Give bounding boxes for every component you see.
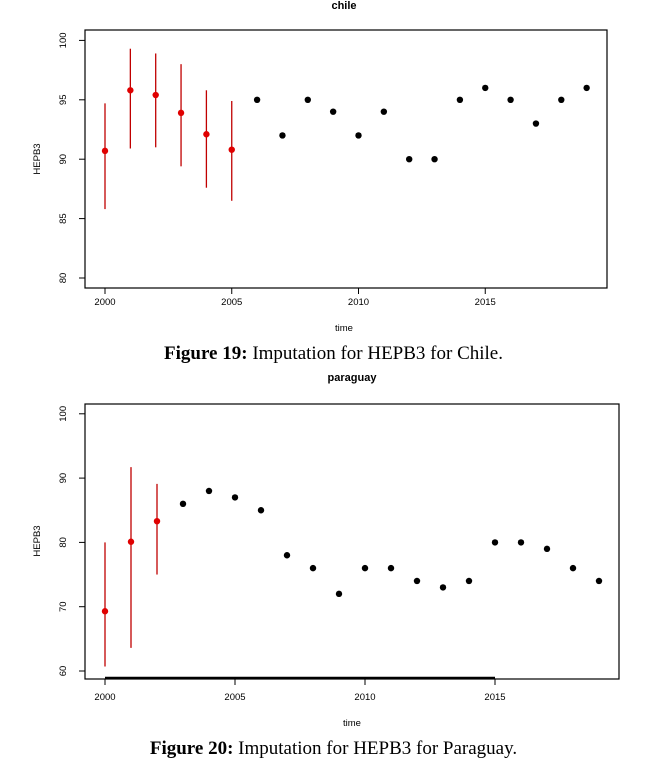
y-tick-label: 90 [58, 154, 69, 165]
x-axis-label: time [343, 718, 361, 729]
y-tick-label: 80 [58, 273, 69, 284]
x-tick-label: 2015 [475, 297, 496, 308]
x-axis-label: time [335, 323, 353, 334]
observed-point [517, 539, 525, 546]
observed-point [543, 545, 551, 553]
y-tick-label: 90 [58, 473, 69, 484]
observed-point [413, 577, 421, 585]
imputed-point [127, 87, 134, 94]
observed-point [179, 500, 187, 508]
observed-point [482, 84, 489, 92]
figure-caption-19: Figure 19: Imputation for HEPB3 for Chil… [0, 343, 667, 365]
observed-point [231, 494, 239, 501]
chart-title: paraguay [328, 372, 378, 384]
x-tick-label: 2000 [94, 692, 115, 703]
plot-frame [84, 29, 608, 289]
y-tick-label: 100 [58, 32, 69, 48]
x-tick-label: 2000 [94, 297, 115, 308]
observed-point [387, 564, 395, 572]
caption-label: Figure 20: [149, 738, 234, 759]
observed-point [569, 564, 577, 572]
observed-point [361, 564, 369, 572]
chart-paraguay: paraguay time HEPB3 2000 2005 2010 2015 60 70… [32, 372, 620, 729]
observed-point [406, 156, 413, 163]
x-tick-label: 2015 [484, 692, 505, 703]
observed-point [253, 96, 261, 104]
observed-point [309, 564, 317, 572]
observed-point [465, 577, 473, 585]
observed-point [431, 156, 438, 163]
caption-text: Imputation for HEPB3 for Chile. [247, 343, 503, 364]
observed-point [595, 577, 603, 585]
y-tick-label: 70 [58, 601, 69, 612]
plot-frame [84, 403, 620, 680]
imputed-point [101, 608, 109, 615]
observed-point [257, 507, 265, 514]
observed-point [380, 108, 388, 115]
y-tick-label: 95 [58, 95, 69, 106]
chart-title: chile [331, 0, 356, 12]
figure-caption-20: Figure 20: Imputation for HEPB3 for Para… [0, 738, 667, 760]
observed-point [532, 120, 540, 127]
x-tick-label: 2005 [221, 297, 242, 308]
observed-point [491, 539, 499, 546]
observed-point [456, 96, 464, 104]
imputed-point [127, 538, 135, 545]
observed-point [583, 84, 590, 92]
caption-text: Imputation for HEPB3 for Paraguay. [233, 738, 518, 759]
observed-point [558, 96, 565, 104]
y-tick-label: 100 [58, 406, 69, 422]
chart-chile: chile time HEPB3 2000 2005 2010 2015 80 85 90 9… [32, 0, 608, 334]
observed-point [283, 552, 291, 559]
y-axis-label: HEPB3 [32, 143, 43, 174]
imputed-point [152, 91, 159, 99]
observed-point [329, 108, 337, 115]
observed-point [439, 584, 447, 591]
x-tick-label: 2010 [354, 692, 375, 703]
imputed-point [228, 146, 235, 153]
observed-point [507, 96, 514, 104]
imputed-point [177, 109, 185, 117]
imputed-point [101, 147, 109, 155]
observed-point [304, 96, 311, 104]
observed-point [279, 132, 286, 139]
x-tick-label: 2005 [224, 692, 245, 703]
imputed-point [203, 131, 210, 138]
y-tick-label: 85 [58, 213, 69, 224]
y-tick-label: 60 [58, 666, 69, 677]
imputed-point [153, 517, 161, 525]
y-axis-label: HEPB3 [32, 525, 43, 556]
observed-point [205, 487, 213, 495]
y-tick-label: 80 [58, 537, 69, 548]
observed-point [355, 132, 362, 139]
x-tick-label: 2010 [348, 297, 369, 308]
observed-point [335, 590, 343, 598]
caption-label: Figure 19: [164, 343, 248, 364]
